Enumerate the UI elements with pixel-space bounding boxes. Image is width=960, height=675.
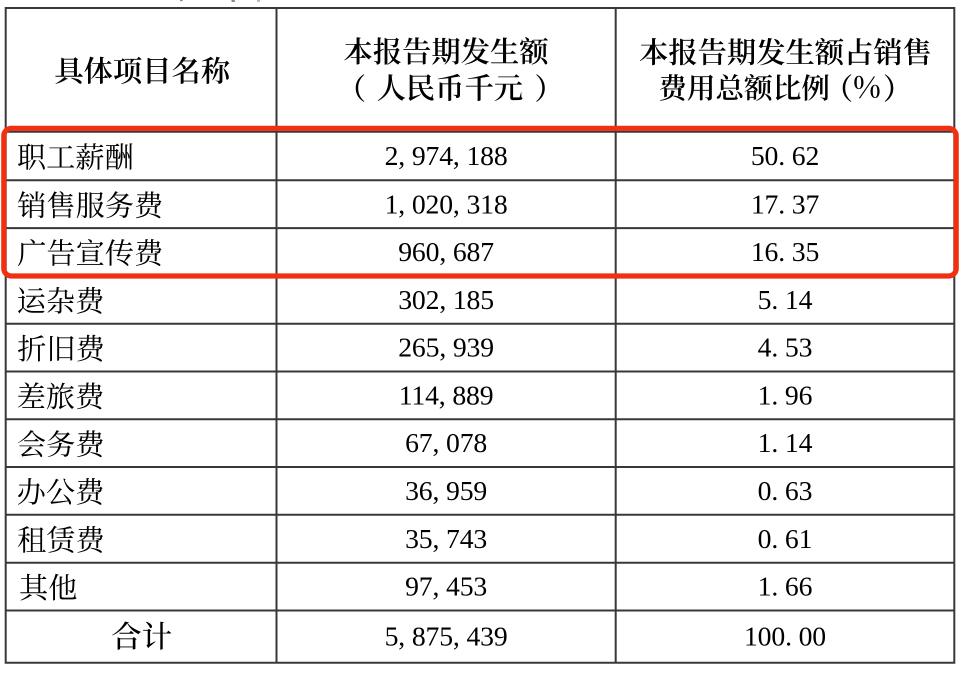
svg-text:114, 889: 114, 889 bbox=[399, 379, 494, 410]
svg-text:2, 974, 188: 2, 974, 188 bbox=[385, 140, 508, 171]
svg-text:97, 453: 97, 453 bbox=[405, 571, 487, 602]
svg-text:1. 66: 1. 66 bbox=[758, 571, 813, 602]
svg-text:35, 743: 35, 743 bbox=[405, 523, 487, 554]
svg-text:100. 00: 100. 00 bbox=[744, 621, 826, 652]
svg-text:16. 35: 16. 35 bbox=[751, 236, 819, 267]
svg-text:265, 939: 265, 939 bbox=[398, 332, 494, 363]
svg-text:302, 185: 302, 185 bbox=[398, 284, 494, 315]
svg-text:67, 078: 67, 078 bbox=[405, 427, 487, 458]
svg-text:5. 14: 5. 14 bbox=[758, 284, 813, 315]
svg-text:0. 61: 0. 61 bbox=[758, 523, 813, 554]
svg-text:1, 020, 318: 1, 020, 318 bbox=[385, 188, 508, 219]
svg-text:960, 687: 960, 687 bbox=[398, 236, 494, 267]
svg-text:17. 37: 17. 37 bbox=[751, 188, 820, 219]
svg-text:36, 959: 36, 959 bbox=[405, 475, 487, 506]
svg-text:1. 96: 1. 96 bbox=[758, 379, 813, 410]
svg-text:4. 53: 4. 53 bbox=[758, 332, 813, 363]
svg-text:0. 63: 0. 63 bbox=[758, 475, 813, 506]
svg-text:5, 875, 439: 5, 875, 439 bbox=[385, 621, 508, 652]
svg-text:1. 14: 1. 14 bbox=[758, 427, 813, 458]
svg-text:50. 62: 50. 62 bbox=[751, 140, 819, 171]
